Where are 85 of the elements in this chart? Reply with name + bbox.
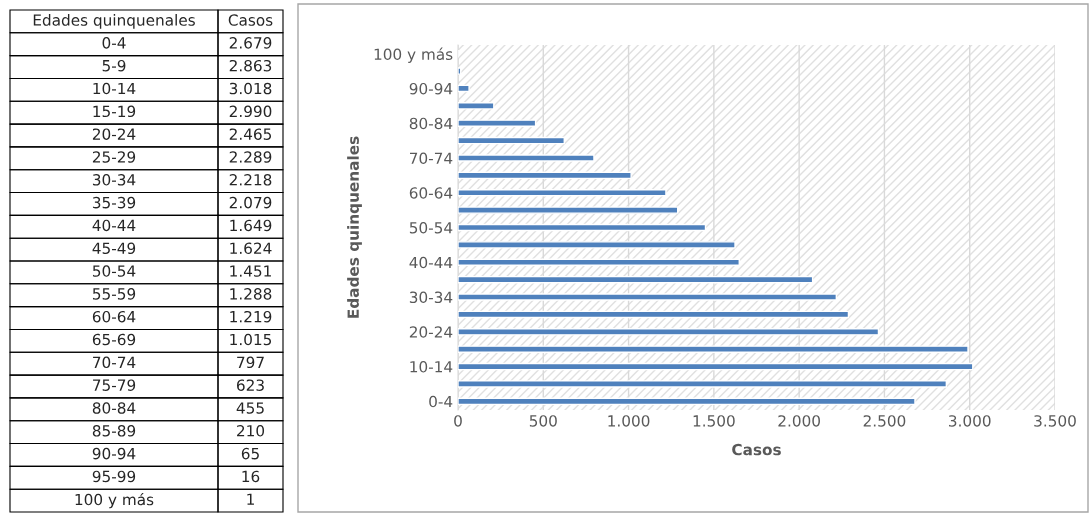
data-label: 1.288 — [230, 288, 272, 300]
y-tick-label: 20-24 — [409, 326, 453, 338]
y-tick-label: 90-94 — [409, 82, 453, 95]
bar — [458, 293, 838, 301]
category-label: 40-44 — [92, 219, 136, 232]
y-tick-label: 10-14 — [410, 361, 453, 373]
data-label: 65 — [241, 447, 259, 460]
x-tick-label: 2.000 — [778, 415, 820, 427]
data-label: 1.624 — [230, 242, 272, 255]
category-label: 70-74 — [93, 356, 136, 369]
bar — [458, 136, 565, 145]
data-label: 2.218 — [229, 174, 272, 186]
category-label: 85-89 — [92, 425, 136, 437]
data-label: 3.018 — [229, 82, 272, 95]
data-label: 455 — [236, 402, 264, 414]
y-tick-label: 80-84 — [409, 117, 453, 130]
category-label: 80-84 — [92, 402, 136, 414]
x-tick-label: 3.500 — [1034, 415, 1076, 427]
data-label: 2.990 — [229, 105, 272, 118]
y-tick-label: 100 y más — [374, 47, 453, 63]
data-label: 623 — [236, 379, 264, 391]
category-label: 65-69 — [92, 333, 136, 346]
category-label: 100 y más — [75, 492, 154, 509]
data-label: 2.289 — [229, 151, 272, 163]
data-label: 210 — [237, 425, 265, 437]
category-label: 15-19 — [93, 105, 136, 118]
data-label: 1.219 — [230, 310, 272, 323]
data-label: 1 — [247, 493, 254, 505]
data-label: 2.863 — [229, 59, 272, 72]
bar — [458, 102, 495, 110]
bar — [458, 241, 736, 249]
category-label: 60-64 — [92, 310, 136, 323]
data-label: 16 — [242, 470, 260, 483]
category-label: 10-14 — [93, 82, 136, 95]
x-axis-title: Casos — [732, 443, 781, 456]
bar — [458, 362, 974, 371]
category-label: 30-34 — [92, 174, 136, 186]
data-label: 797 — [237, 356, 264, 369]
x-tick-label: 500 — [529, 415, 557, 427]
data-label: 2.679 — [229, 37, 272, 49]
text: Casos — [228, 14, 273, 26]
x-tick-label: 1.500 — [693, 415, 735, 427]
category-label: 45-49 — [92, 242, 136, 255]
category-label: 20-24 — [92, 128, 136, 140]
data-label: 1.451 — [230, 265, 271, 277]
category-label: 50-54 — [92, 265, 136, 277]
bar — [458, 119, 537, 127]
y-tick-label: 30-34 — [409, 291, 453, 304]
category-label: 90-94 — [92, 447, 136, 460]
bar — [458, 154, 595, 162]
y-tick-label: 0-4 — [429, 395, 453, 408]
bar — [458, 310, 850, 319]
bar — [458, 258, 740, 266]
bar — [458, 380, 948, 388]
category-label: 75-79 — [93, 379, 136, 391]
bar — [458, 206, 679, 214]
x-tick-label: 1.000 — [608, 415, 650, 427]
x-tick-label: 2.500 — [863, 415, 906, 427]
category-label: 25-29 — [92, 151, 136, 163]
data-label: 2.465 — [229, 128, 272, 140]
y-tick-label: 50-54 — [409, 221, 453, 234]
bar — [458, 223, 707, 232]
bar — [458, 189, 667, 197]
data-label: 1.649 — [230, 219, 272, 232]
data-label: 2.079 — [229, 196, 272, 209]
category-label: 95-99 — [92, 470, 136, 483]
y-tick-label: 60-64 — [409, 187, 453, 199]
category-label: 0-4 — [102, 37, 126, 49]
bar — [458, 328, 880, 336]
x-tick-label: 3.000 — [949, 415, 991, 427]
bar — [458, 275, 814, 284]
bar — [458, 397, 916, 406]
data-label: 1.015 — [230, 333, 272, 346]
bar — [458, 67, 462, 75]
category-label: 55-59 — [92, 288, 136, 300]
category-label: 5-9 — [102, 59, 126, 72]
category-label: 35-39 — [92, 196, 136, 209]
bar — [458, 171, 632, 180]
x-tick-label: 0 — [454, 415, 462, 427]
bar — [458, 84, 470, 93]
bar — [458, 345, 969, 353]
y-tick-label: 40-44 — [409, 256, 453, 269]
text: Edades quinquenales — [33, 14, 195, 29]
y-tick-label: 70-74 — [410, 152, 453, 164]
y-axis-title: Edades quinquenales — [347, 136, 362, 318]
